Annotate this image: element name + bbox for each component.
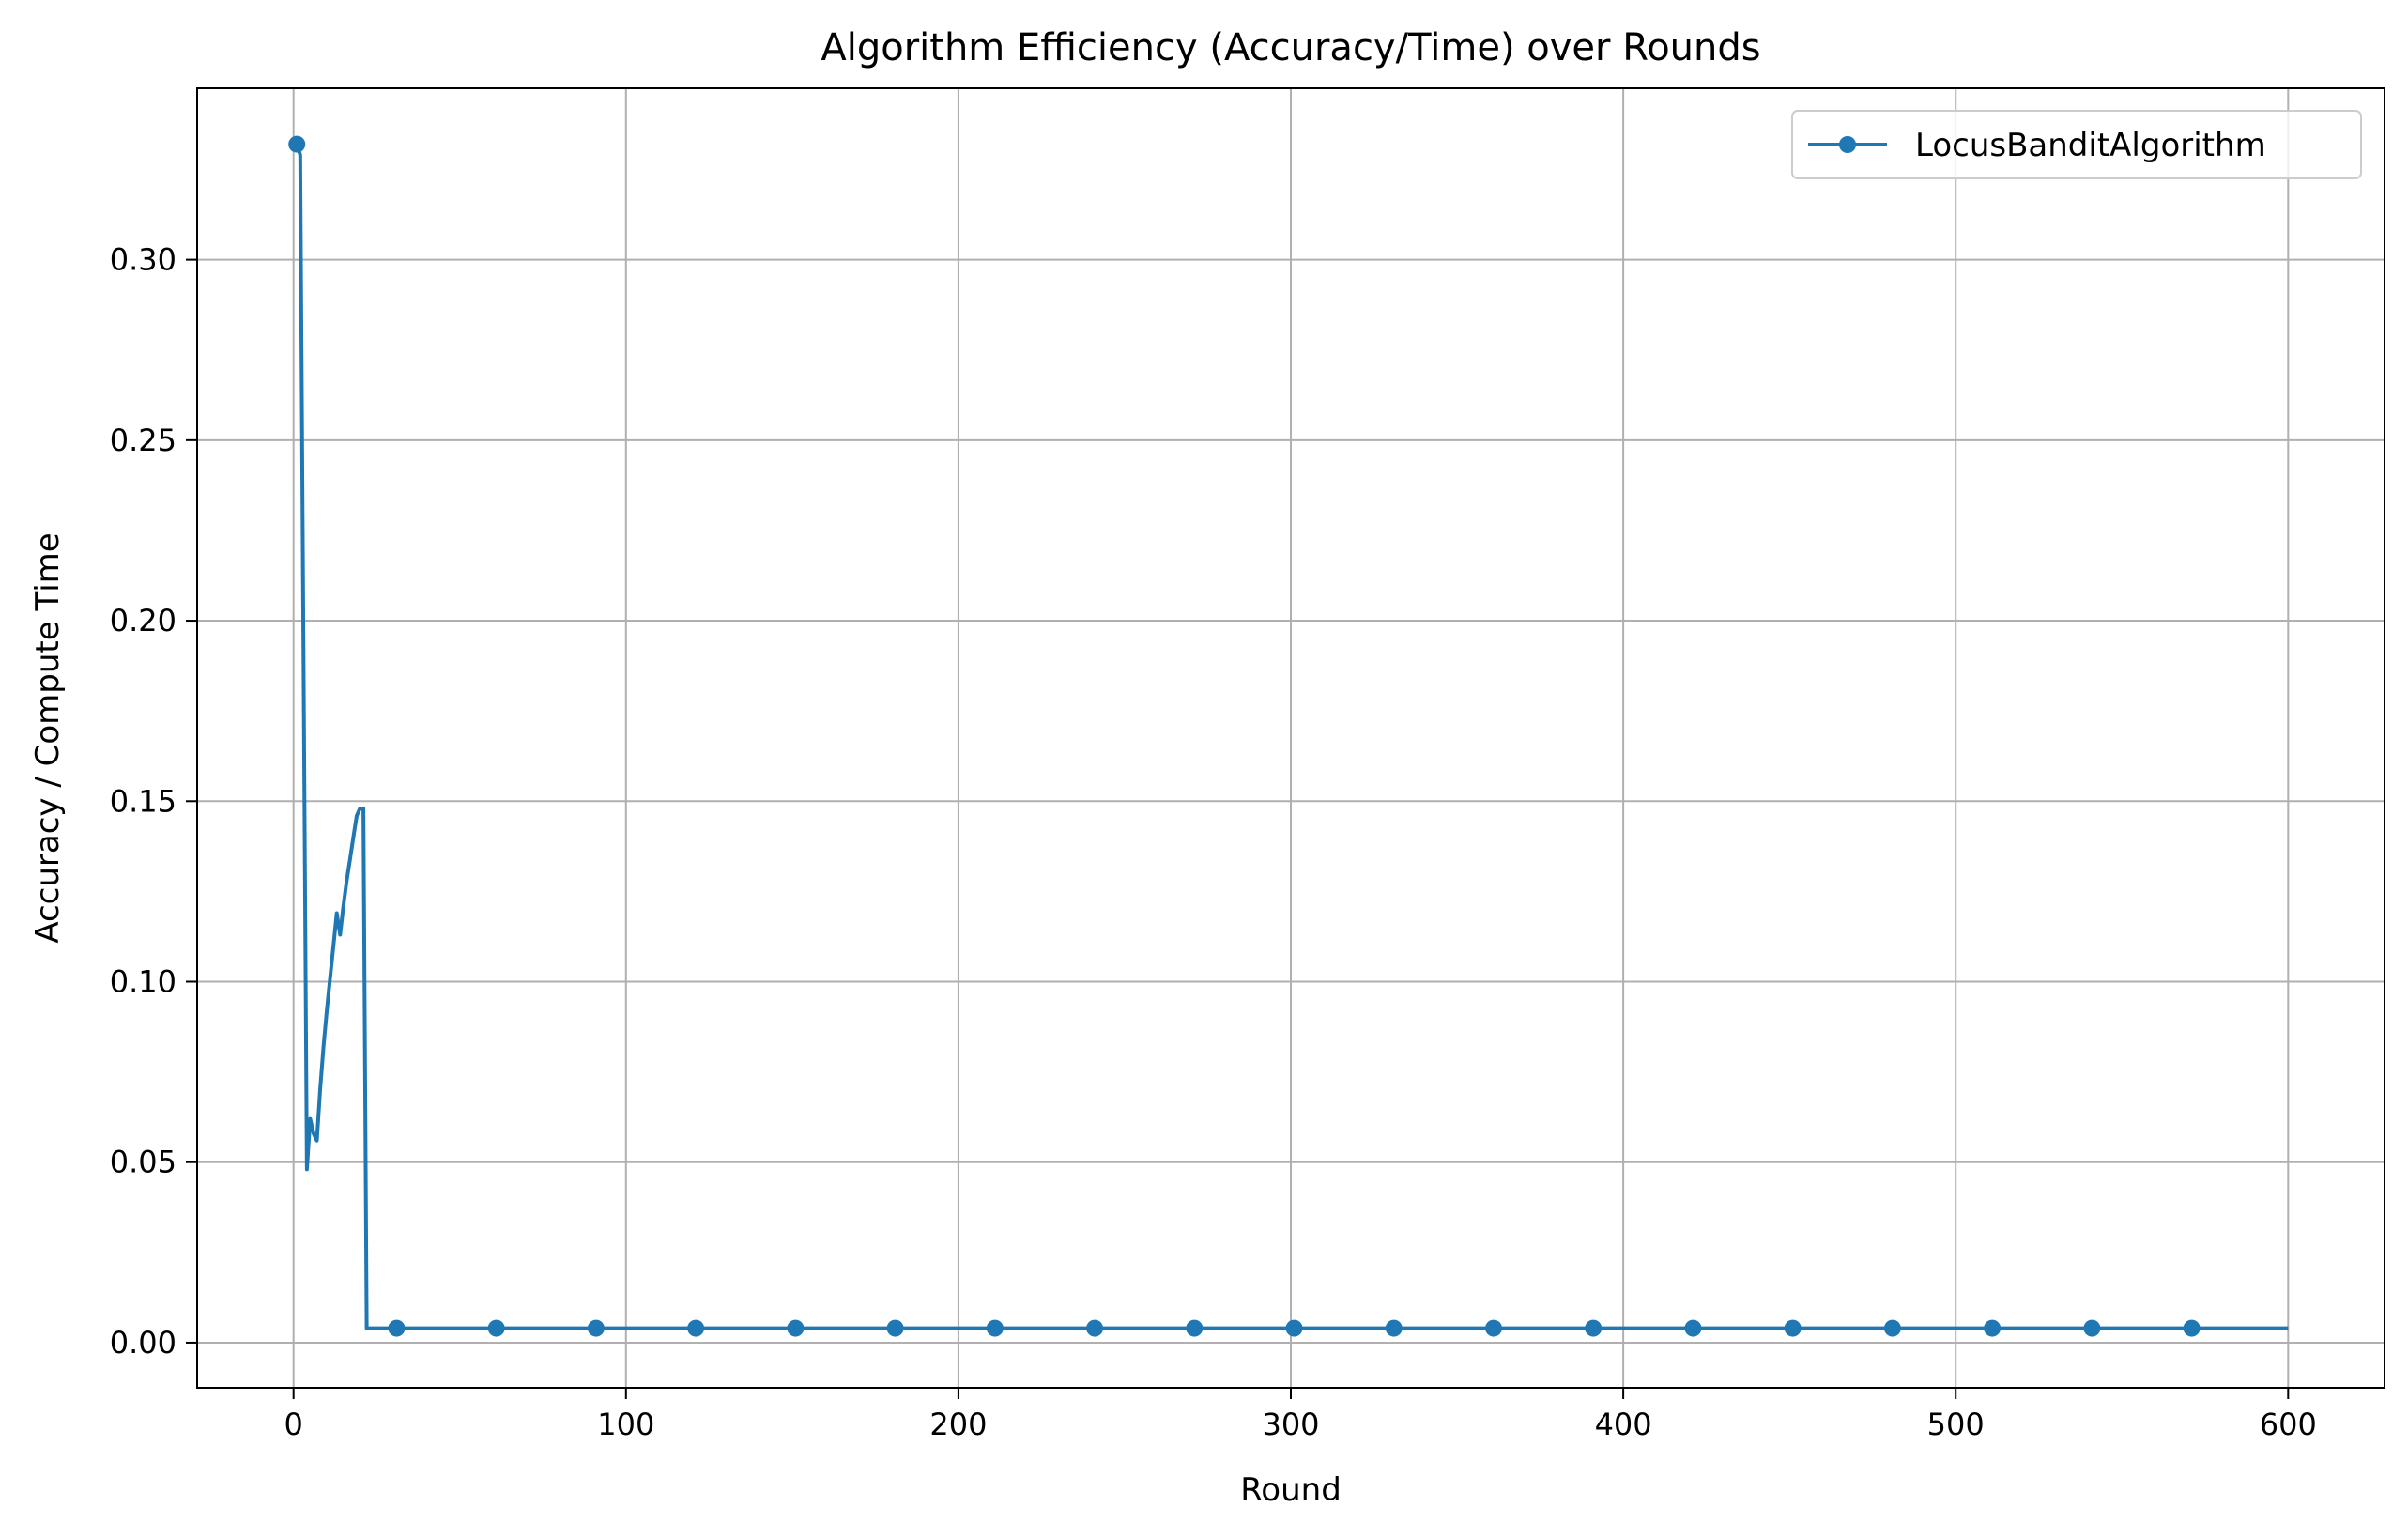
x-tick-label: 0 xyxy=(284,1407,303,1442)
data-point xyxy=(787,1319,805,1337)
x-tick-label: 200 xyxy=(929,1407,987,1442)
data-point xyxy=(1385,1319,1403,1337)
legend-series-label: LocusBanditAlgorithm xyxy=(1915,127,2266,164)
y-tick-label: 0.20 xyxy=(110,603,176,638)
x-tick-label: 500 xyxy=(1927,1407,1985,1442)
data-point xyxy=(1186,1319,1204,1337)
legend: LocusBanditAlgorithm xyxy=(1791,110,2362,179)
x-tick-label: 400 xyxy=(1595,1407,1652,1442)
data-point xyxy=(687,1319,705,1337)
y-tick-label: 0.30 xyxy=(110,242,176,278)
chart-title: Algorithm Efficiency (Accuracy/Time) ove… xyxy=(821,26,1760,69)
data-point xyxy=(2083,1319,2101,1337)
x-tick-label: 300 xyxy=(1262,1407,1319,1442)
x-axis-label: Round xyxy=(1240,1471,1342,1509)
data-point xyxy=(1883,1319,1901,1337)
data-point xyxy=(1086,1319,1104,1337)
data-point xyxy=(2183,1319,2201,1337)
legend-series-marker xyxy=(1839,136,1856,153)
y-tick-label: 0.10 xyxy=(110,964,176,1000)
y-tick-label: 0.00 xyxy=(110,1325,176,1361)
axis-ticks: 0 100 200 300 400 500 600 0.00 0.05 0.10 0.15 0.20 0… xyxy=(110,242,2317,1442)
y-axis-label: Accuracy / Compute Time xyxy=(29,532,67,943)
series-line xyxy=(295,144,2289,1330)
y-tick-label: 0.05 xyxy=(110,1145,176,1180)
data-point xyxy=(487,1319,505,1337)
data-point xyxy=(1585,1319,1603,1337)
x-tick-label: 600 xyxy=(2260,1407,2317,1442)
data-point xyxy=(587,1319,605,1337)
data-point xyxy=(388,1319,406,1337)
data-point xyxy=(886,1319,904,1337)
data-point xyxy=(1784,1319,1802,1337)
data-point xyxy=(1984,1319,2002,1337)
data-point xyxy=(1285,1319,1303,1337)
x-tick-label: 100 xyxy=(597,1407,654,1442)
legend-box xyxy=(1791,110,2362,179)
grid xyxy=(197,88,2385,1388)
y-tick-label: 0.25 xyxy=(110,423,176,458)
data-point xyxy=(1684,1319,1702,1337)
data-point xyxy=(986,1319,1004,1337)
data-point xyxy=(288,135,306,153)
data-point xyxy=(1485,1319,1503,1337)
y-tick-label: 0.15 xyxy=(110,783,176,819)
series-layer xyxy=(288,135,2289,1337)
